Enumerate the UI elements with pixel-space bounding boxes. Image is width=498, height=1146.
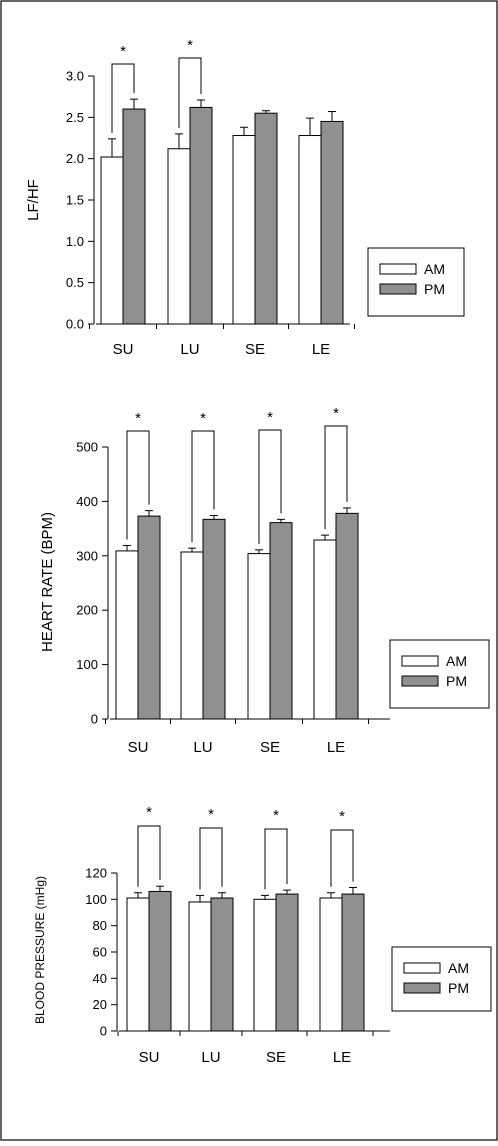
- bar-am: [115, 550, 139, 720]
- legend-swatch-am: [379, 263, 417, 275]
- x-category-label: LE: [333, 1049, 351, 1066]
- bar-am: [180, 551, 204, 720]
- legend-swatch-pm: [401, 675, 439, 687]
- x-category-label: SU: [128, 739, 149, 756]
- chart-heart-rate: 0 100 200 300 400 500 SU * LU * SE * LE * HEART RATE (…: [39, 405, 490, 756]
- y-tick-label: 80: [93, 918, 107, 933]
- bar-pm: [320, 120, 344, 325]
- y-tick-label: 120: [85, 866, 107, 881]
- significance-star: *: [339, 808, 345, 825]
- bar-pm: [341, 893, 365, 1032]
- chart-blood-pressure: 0 20 40 60 80 100 120 SU * LU * SE * LE * BLOOD PRESSUR…: [33, 804, 492, 1066]
- significance-bracket: [324, 425, 348, 530]
- significance-bracket: [330, 829, 354, 887]
- y-tick-label: 100: [76, 657, 98, 672]
- y-tick-label: 20: [93, 997, 107, 1012]
- bar-am: [100, 156, 124, 325]
- significance-star: *: [120, 43, 126, 60]
- bar-pm: [189, 106, 213, 325]
- bar-am: [167, 148, 191, 325]
- significance-star: *: [208, 806, 214, 823]
- chart-lf-hf: 0.0 0.5 1.0 1.5 2.0 2.5 3.0 SU * LU * SE LE LF/HF AM PM: [25, 37, 465, 358]
- y-tick-label: 1.5: [66, 193, 84, 208]
- legend-box: [367, 247, 465, 317]
- bar-pm: [335, 512, 359, 720]
- y-tick-label: 2.5: [66, 110, 84, 125]
- legend-label-am: AM: [448, 960, 469, 976]
- legend-swatch-pm: [379, 283, 417, 295]
- legend-box: [389, 639, 490, 709]
- bar-pm: [254, 112, 278, 325]
- bar-am: [232, 135, 256, 325]
- legend-label-pm: PM: [424, 281, 445, 297]
- x-category-label: LU: [201, 1049, 220, 1066]
- y-axis-label: HEART RATE (BPM): [39, 512, 56, 652]
- legend-box: [391, 946, 492, 1012]
- y-tick-label: 3.0: [66, 69, 84, 84]
- x-category-label: SE: [266, 1049, 286, 1066]
- significance-bracket: [191, 430, 215, 543]
- y-tick-label: 0.5: [66, 275, 84, 290]
- legend-label-pm: PM: [448, 980, 469, 996]
- significance-star: *: [187, 37, 193, 54]
- x-category-label: LU: [193, 739, 212, 756]
- x-category-label: LE: [312, 341, 330, 358]
- significance-star: *: [146, 804, 152, 821]
- bar-pm: [122, 108, 146, 325]
- bar-pm: [275, 893, 299, 1032]
- x-category-label: LE: [327, 739, 345, 756]
- y-tick-label: 1.0: [66, 234, 84, 249]
- bar-am: [126, 897, 150, 1032]
- bar-am: [313, 539, 337, 720]
- significance-bracket: [178, 57, 202, 128]
- y-tick-label: 0: [91, 712, 98, 727]
- y-tick-label: 100: [85, 892, 107, 907]
- y-tick-label: 60: [93, 945, 107, 960]
- legend-swatch-am: [403, 962, 441, 974]
- significance-star: *: [333, 405, 339, 422]
- y-tick-label: 300: [76, 548, 98, 563]
- significance-bracket: [199, 827, 223, 890]
- significance-star: *: [267, 409, 273, 426]
- significance-star: *: [273, 807, 279, 824]
- significance-bracket: [111, 63, 135, 133]
- y-tick-label: 0.0: [66, 317, 84, 332]
- x-category-label: SU: [113, 341, 134, 358]
- y-tick-label: 200: [76, 603, 98, 618]
- legend-swatch-am: [401, 655, 439, 667]
- legend-label-pm: PM: [446, 673, 467, 689]
- significance-bracket: [126, 430, 150, 540]
- bar-am: [247, 553, 271, 720]
- bar-am: [253, 898, 277, 1032]
- bar-am: [319, 897, 343, 1032]
- y-tick-label: 500: [76, 440, 98, 455]
- y-tick-label: 400: [76, 494, 98, 509]
- legend-label-am: AM: [424, 261, 445, 277]
- y-tick-label: 40: [93, 971, 107, 986]
- significance-star: *: [135, 410, 141, 427]
- significance-star: *: [200, 410, 206, 427]
- x-category-label: LU: [180, 341, 199, 358]
- significance-bracket: [137, 825, 161, 887]
- y-tick-label: 0: [100, 1024, 107, 1039]
- y-axis-label: BLOOD PRESSURE (mHg): [33, 876, 47, 1024]
- bar-pm: [269, 522, 293, 720]
- bar-pm: [148, 890, 172, 1032]
- bar-pm: [210, 897, 234, 1032]
- y-axis-label: LF/HF: [25, 179, 42, 221]
- legend-label-am: AM: [446, 653, 467, 669]
- significance-bracket: [258, 429, 282, 544]
- bar-pm: [202, 518, 226, 720]
- bar-am: [188, 901, 212, 1032]
- x-category-label: SE: [260, 739, 280, 756]
- bar-pm: [137, 515, 161, 720]
- bar-am: [298, 135, 322, 325]
- x-category-label: SE: [245, 341, 265, 358]
- y-tick-label: 2.0: [66, 151, 84, 166]
- legend-swatch-pm: [403, 982, 441, 994]
- x-category-label: SU: [139, 1049, 160, 1066]
- significance-bracket: [264, 828, 288, 890]
